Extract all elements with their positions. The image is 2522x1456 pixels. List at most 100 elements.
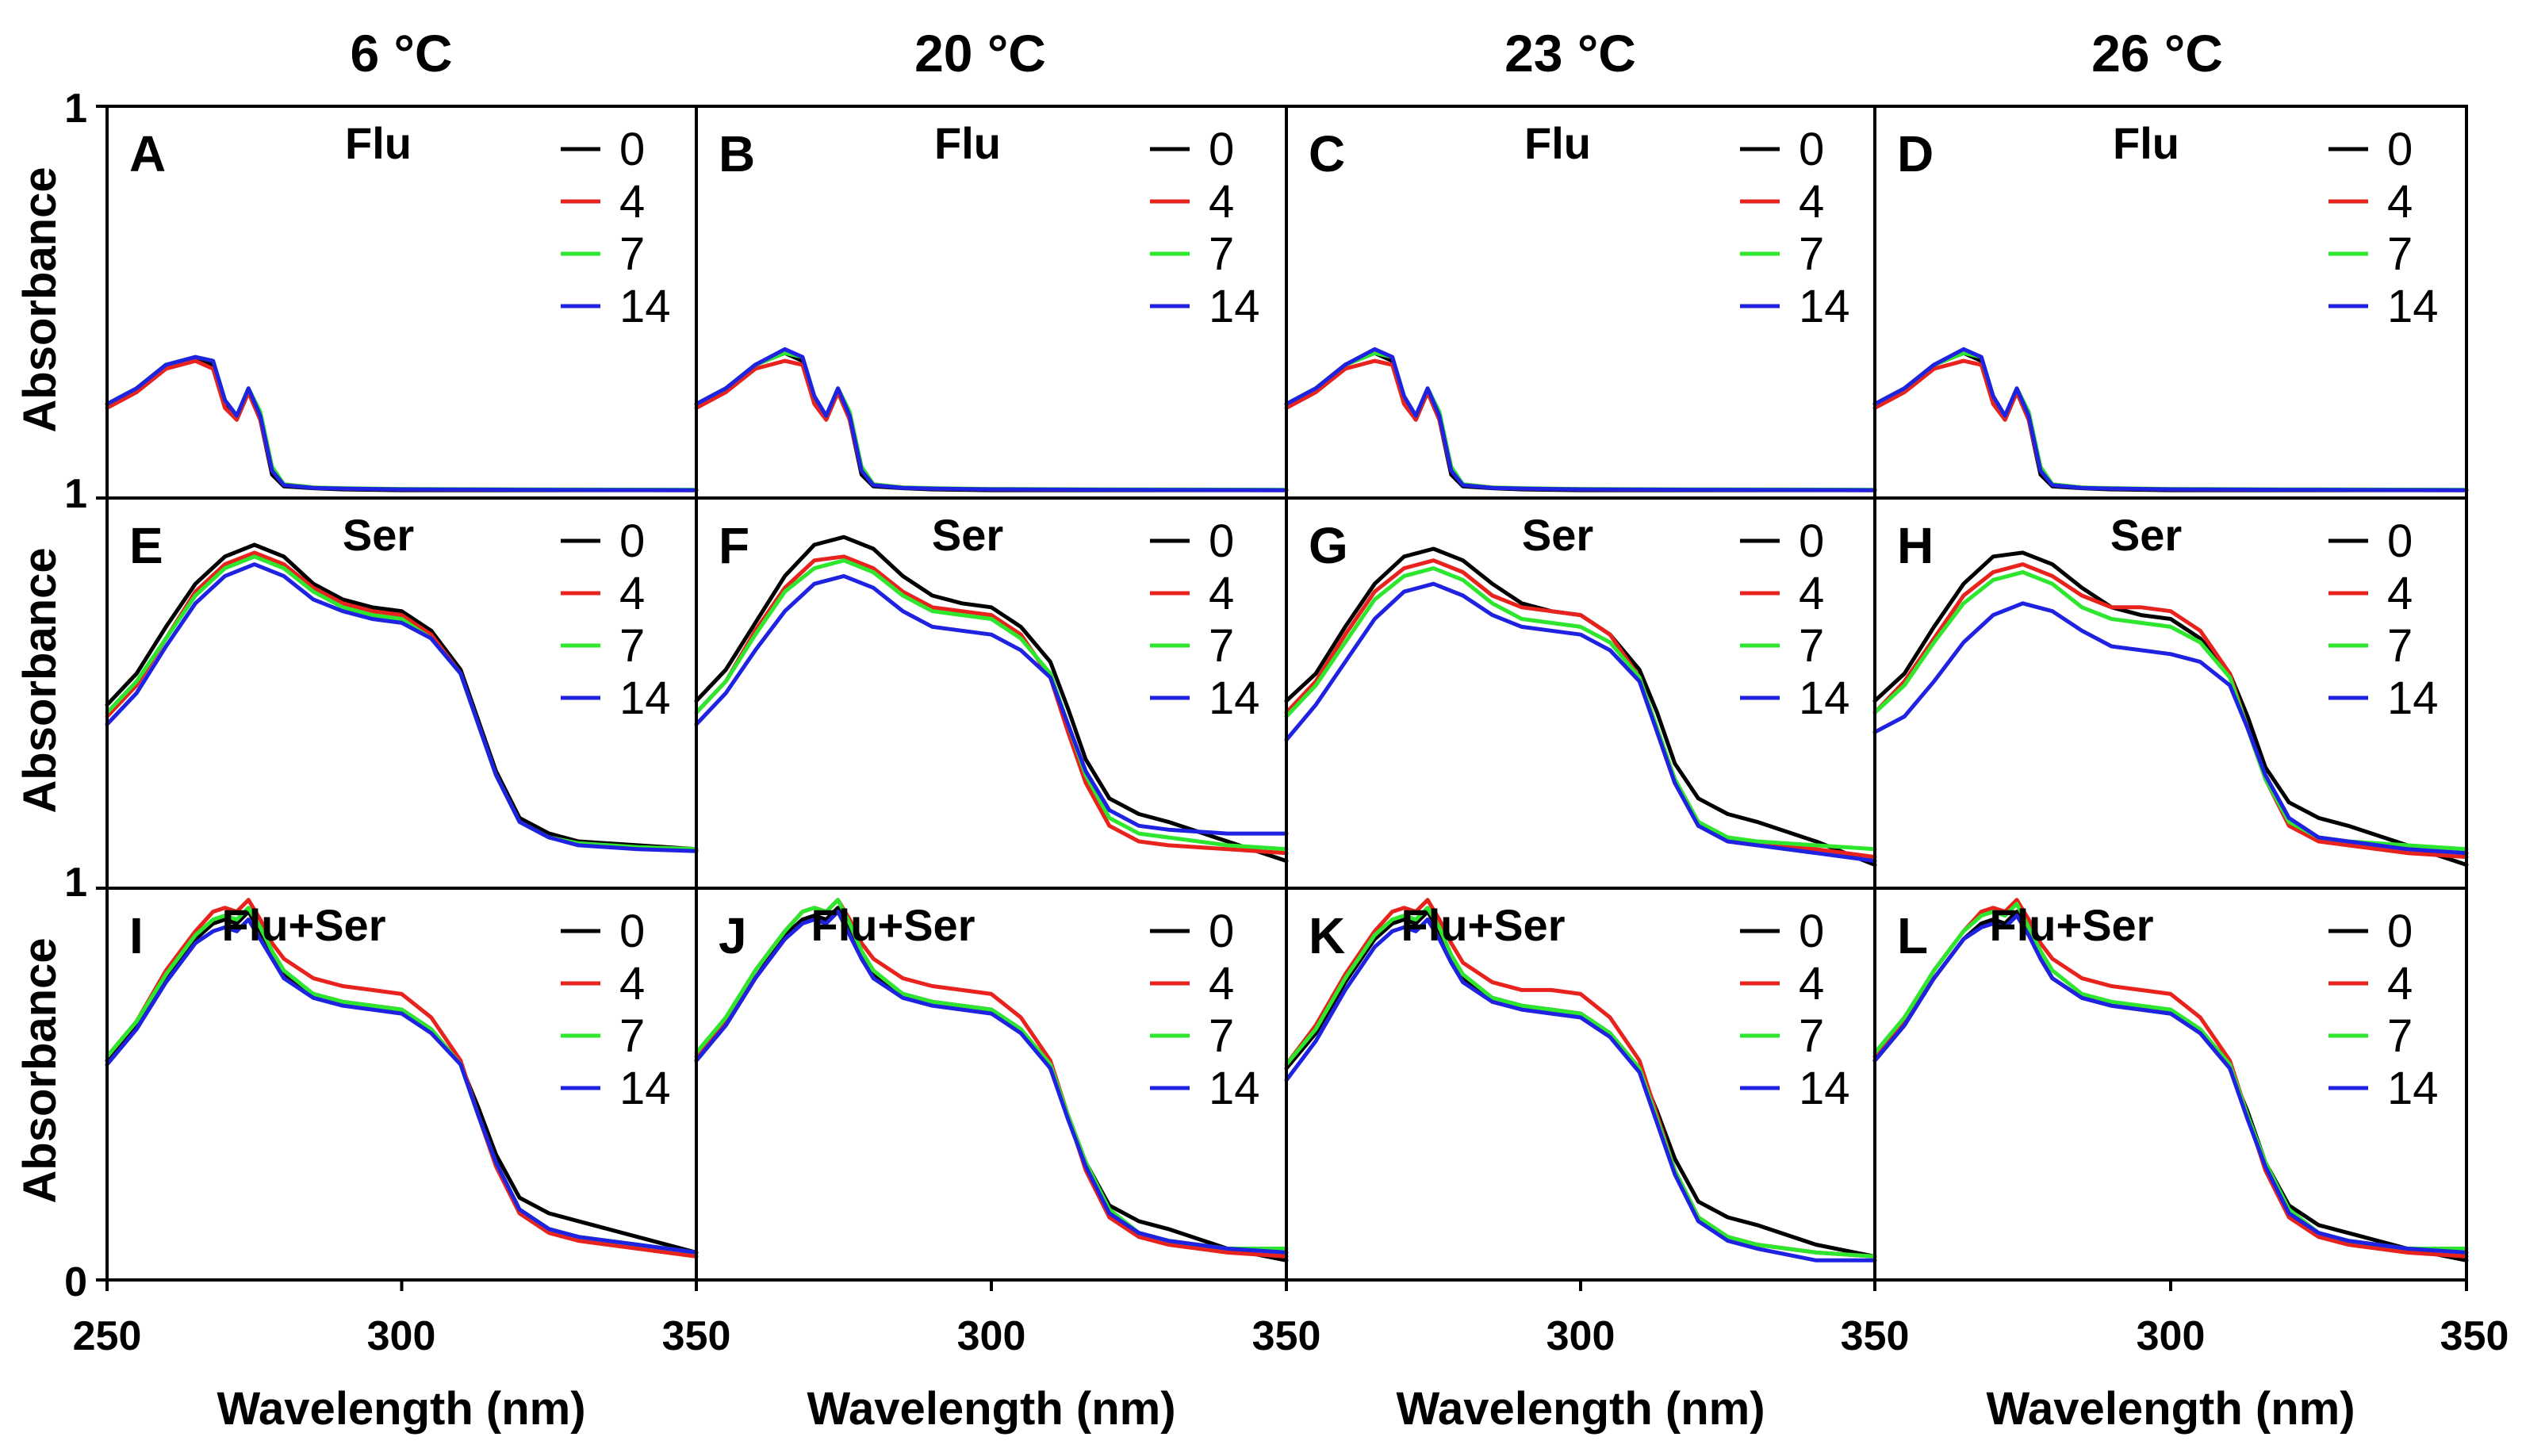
x-axis-title-col-4: Wavelength (nm) (1986, 1383, 2355, 1435)
legend-label-H-14: 14 (2387, 672, 2439, 724)
series-A-7 (105, 354, 699, 492)
legend-label-B-7: 7 (1209, 228, 1234, 280)
legend-label-I-14: 14 (619, 1063, 671, 1114)
legend-label-B-0: 0 (1209, 124, 1234, 175)
column-header-26c: 26 °C (2091, 24, 2223, 82)
panel-letter-F: F (719, 517, 749, 574)
legend-label-B-14: 14 (1209, 281, 1260, 332)
legend-label-A-0: 0 (619, 124, 645, 175)
x-tick-350-col-3: 350 (1841, 1313, 1910, 1359)
panel-title-A: Flu (345, 118, 412, 168)
panel-title-H: Ser (2110, 510, 2182, 560)
y-axis-title-row-3: Absorbance (14, 937, 66, 1203)
legend-label-K-7: 7 (1799, 1010, 1824, 1062)
x-tick-350-col-4: 350 (2440, 1313, 2509, 1359)
legend-label-G-14: 14 (1799, 672, 1850, 724)
series-L-4 (1872, 898, 2469, 1259)
column-headers: 6 °C 20 °C 23 °C 26 °C (350, 24, 2222, 82)
y-tick-bottom-row-2: 1 (64, 860, 87, 906)
panel-frame-I (105, 887, 698, 1282)
series-E-14 (105, 562, 699, 853)
x-tick-300-col-2: 300 (957, 1313, 1026, 1359)
series-D-7 (1872, 351, 2469, 492)
y-axis-title-row-2: Absorbance (14, 547, 66, 813)
panel-frame-J (695, 887, 1288, 1282)
legend-label-E-14: 14 (619, 672, 671, 724)
series-J-0 (694, 906, 1289, 1263)
panel-title-D: Flu (2113, 118, 2179, 168)
legend-label-C-4: 4 (1799, 176, 1824, 228)
series-L-7 (1872, 902, 2469, 1251)
column-header-20c: 20 °C (914, 24, 1046, 82)
legend-label-F-7: 7 (1209, 620, 1234, 672)
series-L-14 (1872, 914, 2469, 1255)
series-J-4 (694, 898, 1289, 1259)
x-axes: 250 300 350 300 350 300 350 300 350 Wave… (73, 1313, 2509, 1435)
legend-label-D-0: 0 (2387, 124, 2413, 175)
panel-letter-L: L (1897, 907, 1928, 964)
legend-label-G-0: 0 (1799, 515, 1824, 567)
series-C-7 (1284, 351, 1877, 492)
y-tick-bottom-row-1: 1 (64, 471, 87, 517)
legend-label-E-4: 4 (619, 568, 645, 619)
panel-title-B: Flu (934, 118, 1001, 168)
legend-label-I-0: 0 (619, 906, 645, 957)
y-axis-title-row-1: Absorbance (14, 167, 66, 432)
panel-letter-A: A (129, 125, 166, 182)
series-G-4 (1284, 558, 1877, 860)
series-F-7 (694, 558, 1289, 852)
panel-title-G: Ser (1522, 510, 1593, 560)
series-H-4 (1872, 562, 2469, 860)
panel-letter-G: G (1309, 517, 1348, 574)
x-axis-title-col-2: Wavelength (nm) (807, 1383, 1175, 1435)
legend-label-C-0: 0 (1799, 124, 1824, 175)
x-tick-350-col-1: 350 (662, 1313, 731, 1359)
y-tick-bottom-row-3: 0 (64, 1259, 87, 1305)
series-D-14 (1872, 347, 2469, 492)
series-A-0 (105, 354, 699, 492)
legend-label-J-0: 0 (1209, 906, 1234, 957)
legend-label-B-4: 4 (1209, 176, 1234, 228)
legend-label-C-7: 7 (1799, 228, 1824, 280)
x-axis-title-col-1: Wavelength (nm) (217, 1383, 585, 1435)
legend-label-K-4: 4 (1799, 958, 1824, 1010)
x-tick-300-col-4: 300 (2137, 1313, 2206, 1359)
panel-title-F: Ser (932, 510, 1003, 560)
panel-frame-L (1873, 887, 2468, 1282)
series-C-14 (1284, 347, 1877, 492)
legend-label-L-7: 7 (2387, 1010, 2413, 1062)
series-G-7 (1284, 566, 1877, 852)
legend-label-I-4: 4 (619, 958, 645, 1010)
legend-label-J-4: 4 (1209, 958, 1234, 1010)
series-J-7 (694, 898, 1289, 1251)
series-K-4 (1284, 898, 1877, 1259)
panel-letter-C: C (1309, 125, 1345, 182)
legend-label-E-7: 7 (619, 620, 645, 672)
legend-label-G-7: 7 (1799, 620, 1824, 672)
column-header-23c: 23 °C (1504, 24, 1636, 82)
series-D-0 (1872, 351, 2469, 492)
x-tick-300-col-1: 300 (367, 1313, 436, 1359)
legend-label-F-14: 14 (1209, 672, 1260, 724)
panel-letter-K: K (1309, 907, 1345, 964)
series-F-0 (694, 535, 1289, 864)
legend-label-L-0: 0 (2387, 906, 2413, 957)
column-header-6c: 6 °C (350, 24, 452, 82)
